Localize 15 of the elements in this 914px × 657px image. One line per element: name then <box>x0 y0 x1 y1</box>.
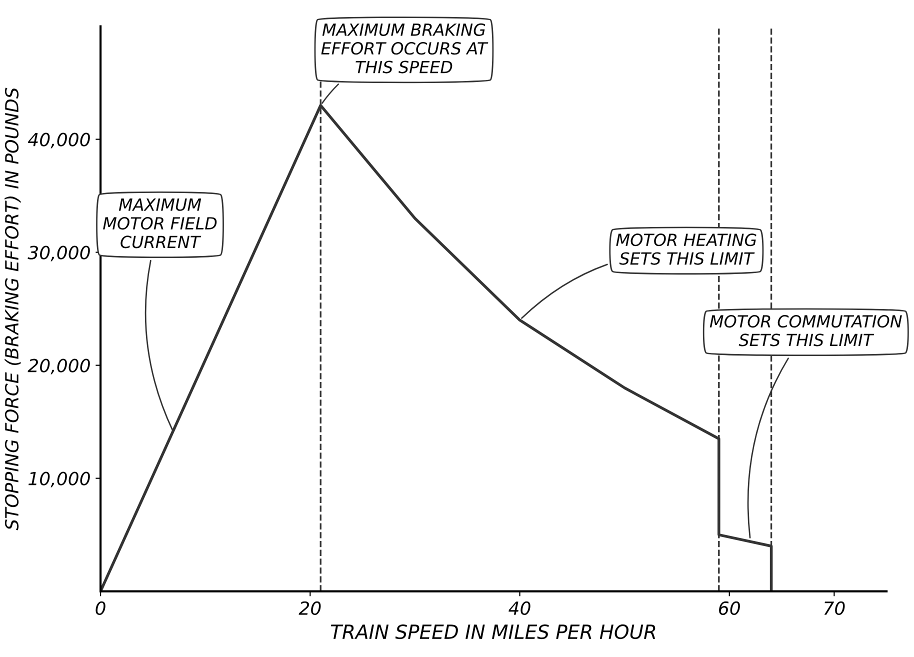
x-tick-label: 20 <box>298 601 321 615</box>
x-axis-title: TRAIN SPEED IN MILES PER HOUR <box>330 624 656 640</box>
y-axis-title: STOPPING FORCE (BRAKING EFFORT) IN POUNDS <box>4 88 21 530</box>
annotation: MOTOR HEATING SETS THIS LIMIT <box>616 234 756 265</box>
annotation: MOTOR COMMUTATION SETS THIS LIMIT <box>710 315 902 346</box>
annotation: MAXIMUM BRAKING EFFORT OCCURS AT THIS SPEED <box>321 23 488 74</box>
x-tick-label: 60 <box>719 601 740 615</box>
x-tick-label: 40 <box>508 601 530 615</box>
annotation: MAXIMUM MOTOR FIELD CURRENT <box>103 198 217 248</box>
y-tick-label: 10,000 <box>28 472 90 488</box>
y-tick-label: 30,000 <box>28 246 90 262</box>
y-tick-label: 40,000 <box>28 132 90 148</box>
x-tick-label: 0 <box>96 601 106 615</box>
y-tick-label: 20,000 <box>28 358 90 374</box>
x-tick-label: 70 <box>824 601 845 615</box>
